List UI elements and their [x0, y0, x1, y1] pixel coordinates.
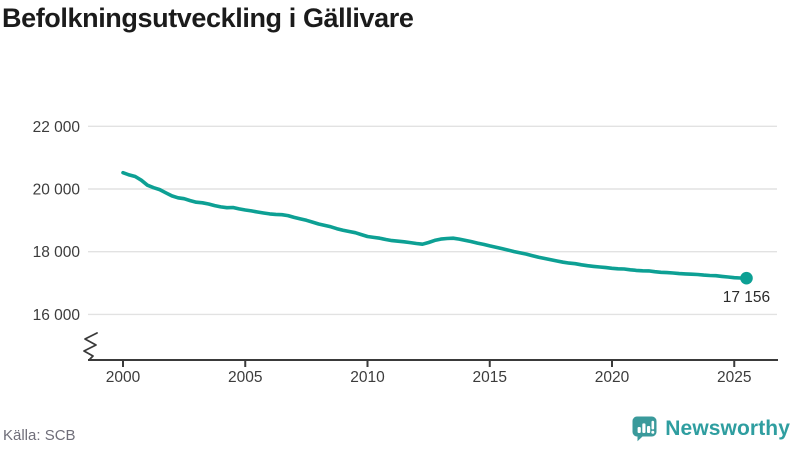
x-tick-label: 2025: [717, 369, 751, 386]
x-tick-label: 2020: [595, 369, 630, 386]
newsworthy-chart-bubble-icon: [632, 416, 657, 442]
y-tick-label: 20 000: [33, 182, 81, 199]
newsworthy-logo[interactable]: Newsworthy: [631, 415, 790, 442]
axis-break-icon: [83, 332, 98, 361]
x-tick-label: 2000: [106, 369, 141, 386]
latest-point-marker: [740, 271, 753, 285]
y-tick-label: 22 000: [33, 119, 81, 136]
x-tick-label: 2015: [473, 369, 507, 386]
x-tick-label: 2005: [228, 369, 262, 386]
latest-value-label: 17 156: [723, 289, 770, 306]
newsworthy-wordmark: Newsworthy: [665, 416, 790, 440]
population-line: [121, 170, 749, 281]
y-tick-label: 16 000: [33, 307, 81, 324]
y-tick-label: 18 000: [33, 244, 81, 261]
chart-title: Befolkningsutveckling i Gällivare: [2, 3, 414, 33]
x-tick-label: 2010: [350, 369, 385, 386]
source-note: Källa: SCB: [3, 427, 76, 444]
